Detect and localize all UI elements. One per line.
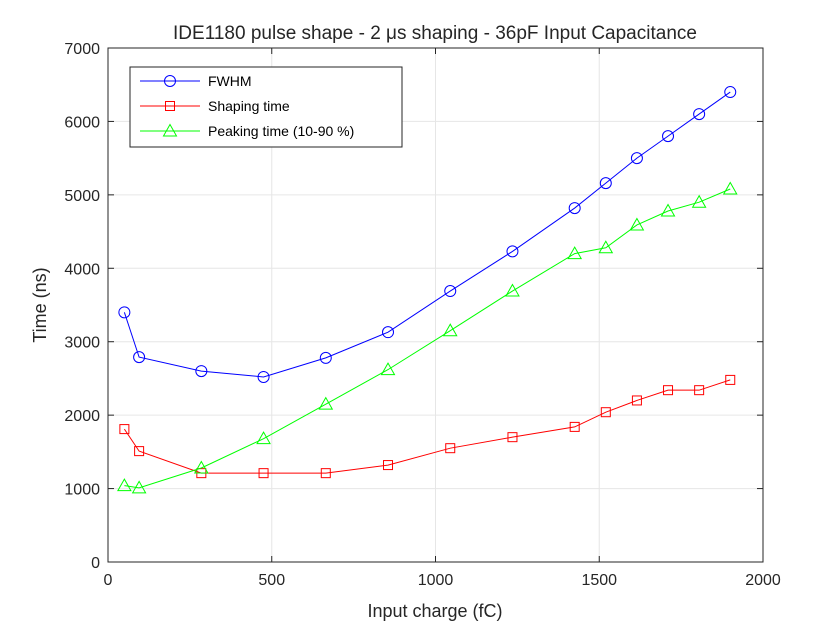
data-point-square bbox=[569, 421, 580, 432]
data-point-square bbox=[663, 385, 674, 396]
y-tick-label: 2000 bbox=[64, 408, 100, 425]
series-line bbox=[124, 188, 731, 489]
legend-label: Shaping time bbox=[208, 98, 290, 114]
y-tick-label: 6000 bbox=[64, 114, 100, 131]
data-point-circle bbox=[382, 326, 395, 339]
data-point-circle bbox=[568, 202, 581, 215]
chart-title: IDE1180 pulse shape - 2 μs shaping - 36p… bbox=[173, 23, 697, 44]
data-point-triangle bbox=[117, 478, 132, 492]
x-tick-label: 500 bbox=[258, 572, 285, 589]
y-tick-label: 7000 bbox=[64, 41, 100, 58]
x-tick-label: 0 bbox=[104, 572, 113, 589]
data-point-triangle bbox=[131, 480, 147, 494]
data-point-circle bbox=[444, 285, 457, 298]
legend-label: Peaking time (10-90 %) bbox=[208, 123, 354, 139]
data-point-square bbox=[134, 446, 145, 457]
data-point-circle bbox=[599, 177, 612, 190]
data-point-square bbox=[600, 407, 611, 418]
data-point-triangle bbox=[318, 396, 334, 410]
data-point-circle bbox=[630, 152, 643, 165]
data-point-triangle bbox=[256, 431, 271, 445]
x-tick-label: 1000 bbox=[418, 572, 454, 589]
data-point-square bbox=[258, 468, 269, 479]
series-line bbox=[123, 91, 731, 378]
y-tick-label: 5000 bbox=[64, 188, 100, 205]
legend-label: FWHM bbox=[208, 73, 252, 89]
data-point-triangle bbox=[629, 217, 645, 231]
y-axis-label: Time (ns) bbox=[30, 267, 50, 342]
data-point-circle bbox=[693, 108, 706, 121]
y-tick-label: 3000 bbox=[64, 335, 100, 352]
data-point-triangle bbox=[567, 246, 583, 260]
legend: FWHM Shaping time Peaking time (10-90 %) bbox=[129, 66, 403, 148]
data-point-square bbox=[725, 374, 736, 385]
y-tick-label: 4000 bbox=[64, 261, 100, 278]
data-point-triangle bbox=[722, 181, 738, 195]
data-point-triangle bbox=[193, 460, 209, 474]
legend-marker-square bbox=[165, 101, 175, 111]
series-1 bbox=[119, 374, 736, 479]
data-point-circle bbox=[133, 351, 146, 364]
data-point-square bbox=[694, 385, 705, 396]
legend-marker-triangle bbox=[162, 123, 178, 137]
data-point-triangle bbox=[380, 362, 396, 376]
data-point-circle bbox=[195, 365, 208, 378]
data-point-square bbox=[631, 395, 642, 406]
x-tick-label: 1500 bbox=[581, 572, 617, 589]
series-line bbox=[123, 379, 731, 474]
data-point-circle bbox=[506, 245, 519, 258]
x-axis-label: Input charge (fC) bbox=[367, 601, 502, 621]
series-2 bbox=[117, 181, 738, 494]
x-axis-ticks: 0 500 1000 1500 2000 bbox=[104, 48, 781, 589]
data-point-triangle bbox=[442, 323, 458, 337]
data-point-triangle bbox=[691, 194, 707, 208]
y-axis-ticks: 0 1000 2000 3000 4000 5000 6000 7000 bbox=[64, 41, 763, 572]
series-layer bbox=[117, 86, 738, 494]
y-tick-label: 0 bbox=[91, 555, 100, 572]
legend-item: Shaping time bbox=[140, 98, 290, 114]
legend-item: FWHM bbox=[140, 73, 252, 89]
data-point-square bbox=[119, 424, 130, 435]
data-point-circle bbox=[118, 306, 131, 319]
data-point-square bbox=[445, 443, 456, 454]
x-tick-label: 2000 bbox=[745, 572, 781, 589]
data-point-triangle bbox=[660, 203, 676, 217]
series-0 bbox=[118, 86, 737, 383]
data-point-circle bbox=[724, 86, 737, 99]
legend-marker-circle bbox=[164, 75, 176, 87]
data-point-square bbox=[320, 468, 331, 479]
data-point-circle bbox=[257, 370, 270, 383]
data-point-triangle bbox=[598, 240, 614, 254]
legend-item: Peaking time (10-90 %) bbox=[140, 123, 354, 139]
data-point-triangle bbox=[505, 283, 520, 297]
data-point-circle bbox=[319, 351, 332, 364]
data-point-square bbox=[507, 432, 518, 443]
y-tick-label: 1000 bbox=[64, 482, 100, 499]
data-point-circle bbox=[662, 130, 675, 143]
data-point-square bbox=[383, 460, 394, 471]
